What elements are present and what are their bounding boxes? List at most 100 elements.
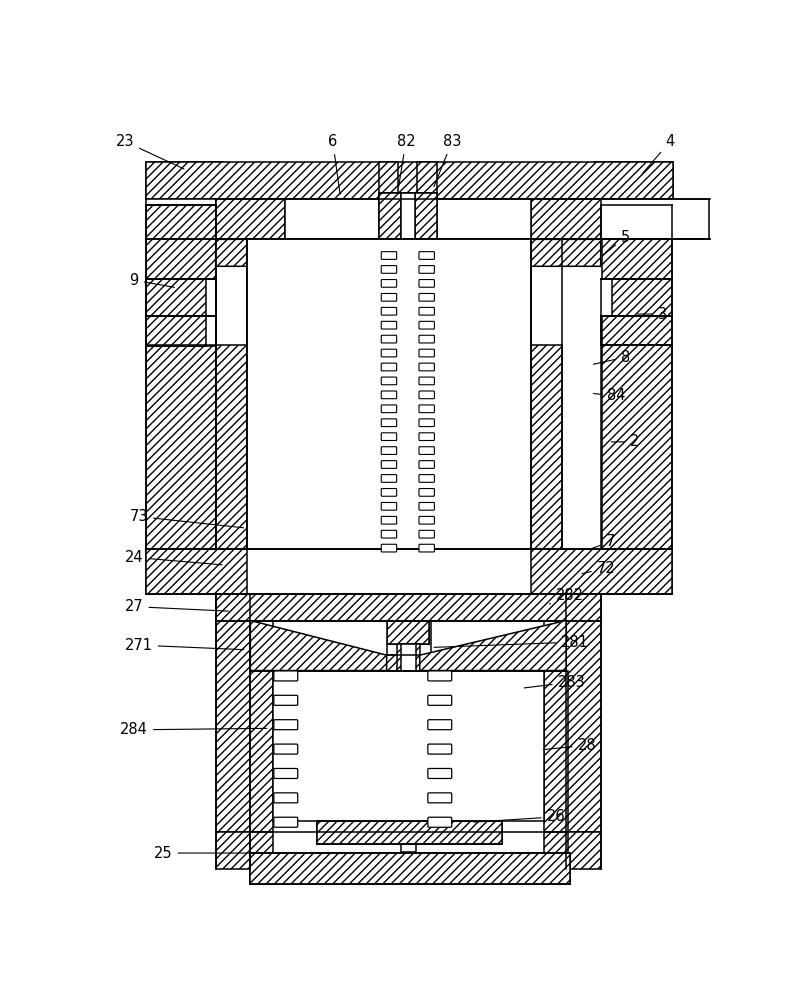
- Text: 28: 28: [543, 738, 596, 753]
- FancyBboxPatch shape: [274, 744, 298, 754]
- Text: 27: 27: [124, 599, 228, 614]
- Bar: [318, 821, 502, 844]
- Bar: [595, 162, 673, 199]
- Bar: [247, 239, 379, 549]
- FancyBboxPatch shape: [381, 363, 397, 371]
- Text: 6: 6: [328, 134, 340, 194]
- Text: 2: 2: [611, 434, 639, 449]
- Bar: [437, 239, 531, 549]
- FancyBboxPatch shape: [419, 544, 434, 552]
- Bar: [146, 345, 215, 549]
- Text: 9: 9: [129, 273, 175, 288]
- Bar: [602, 205, 672, 279]
- Bar: [544, 832, 567, 869]
- FancyBboxPatch shape: [419, 266, 434, 273]
- Bar: [215, 199, 285, 239]
- Text: 4: 4: [642, 134, 674, 173]
- FancyBboxPatch shape: [428, 768, 452, 778]
- Text: 25: 25: [154, 846, 284, 861]
- Text: 83: 83: [434, 134, 461, 187]
- Bar: [417, 162, 437, 193]
- Polygon shape: [415, 239, 429, 266]
- FancyBboxPatch shape: [419, 391, 434, 399]
- Bar: [251, 832, 274, 869]
- Bar: [146, 549, 215, 594]
- Bar: [566, 832, 601, 869]
- FancyBboxPatch shape: [419, 349, 434, 357]
- Bar: [247, 239, 531, 549]
- FancyBboxPatch shape: [381, 544, 397, 552]
- Text: 23: 23: [116, 134, 184, 169]
- Bar: [274, 620, 387, 655]
- Bar: [146, 162, 673, 199]
- FancyBboxPatch shape: [428, 817, 452, 827]
- Bar: [379, 162, 398, 193]
- Bar: [251, 853, 570, 884]
- Bar: [387, 620, 429, 644]
- Bar: [379, 193, 401, 547]
- Text: 8: 8: [594, 350, 630, 365]
- Bar: [379, 193, 437, 202]
- Bar: [566, 594, 601, 832]
- FancyBboxPatch shape: [274, 671, 298, 681]
- Bar: [387, 620, 429, 644]
- FancyBboxPatch shape: [274, 768, 298, 778]
- FancyBboxPatch shape: [381, 502, 397, 510]
- Bar: [146, 205, 215, 279]
- FancyBboxPatch shape: [274, 793, 298, 803]
- FancyBboxPatch shape: [419, 280, 434, 287]
- FancyBboxPatch shape: [419, 335, 434, 343]
- Bar: [215, 594, 251, 832]
- Text: 5: 5: [602, 230, 630, 255]
- Bar: [146, 279, 207, 316]
- FancyBboxPatch shape: [428, 695, 452, 705]
- FancyBboxPatch shape: [428, 720, 452, 730]
- Text: 73: 73: [129, 509, 243, 528]
- Bar: [544, 671, 567, 832]
- Bar: [146, 162, 223, 199]
- FancyBboxPatch shape: [381, 307, 397, 315]
- Bar: [146, 549, 672, 594]
- FancyBboxPatch shape: [419, 516, 434, 524]
- Bar: [247, 549, 531, 594]
- Bar: [602, 316, 672, 345]
- Bar: [146, 199, 673, 205]
- Bar: [318, 821, 502, 844]
- FancyBboxPatch shape: [381, 419, 397, 427]
- FancyBboxPatch shape: [419, 447, 434, 454]
- FancyBboxPatch shape: [419, 405, 434, 413]
- FancyBboxPatch shape: [381, 433, 397, 441]
- FancyBboxPatch shape: [381, 266, 397, 273]
- Text: 283: 283: [524, 675, 585, 690]
- FancyBboxPatch shape: [419, 252, 434, 259]
- Bar: [531, 345, 563, 549]
- FancyBboxPatch shape: [419, 530, 434, 538]
- Bar: [612, 279, 672, 316]
- Bar: [251, 655, 566, 671]
- Bar: [215, 549, 247, 594]
- Bar: [318, 821, 502, 844]
- FancyBboxPatch shape: [419, 502, 434, 510]
- Bar: [285, 199, 531, 239]
- FancyBboxPatch shape: [419, 419, 434, 427]
- FancyBboxPatch shape: [274, 695, 298, 705]
- Bar: [397, 644, 420, 844]
- Bar: [215, 199, 709, 239]
- Text: 284: 284: [120, 722, 267, 737]
- Bar: [401, 644, 416, 852]
- Bar: [146, 279, 215, 346]
- Bar: [247, 239, 531, 549]
- FancyBboxPatch shape: [381, 391, 397, 399]
- Bar: [215, 832, 251, 869]
- Bar: [146, 279, 207, 346]
- Bar: [251, 853, 570, 884]
- FancyBboxPatch shape: [381, 405, 397, 413]
- FancyBboxPatch shape: [381, 377, 397, 385]
- FancyBboxPatch shape: [428, 671, 452, 681]
- Bar: [531, 199, 601, 239]
- FancyBboxPatch shape: [419, 489, 434, 496]
- FancyBboxPatch shape: [381, 461, 397, 468]
- Bar: [387, 620, 429, 644]
- Text: 24: 24: [124, 550, 222, 565]
- Bar: [215, 594, 601, 620]
